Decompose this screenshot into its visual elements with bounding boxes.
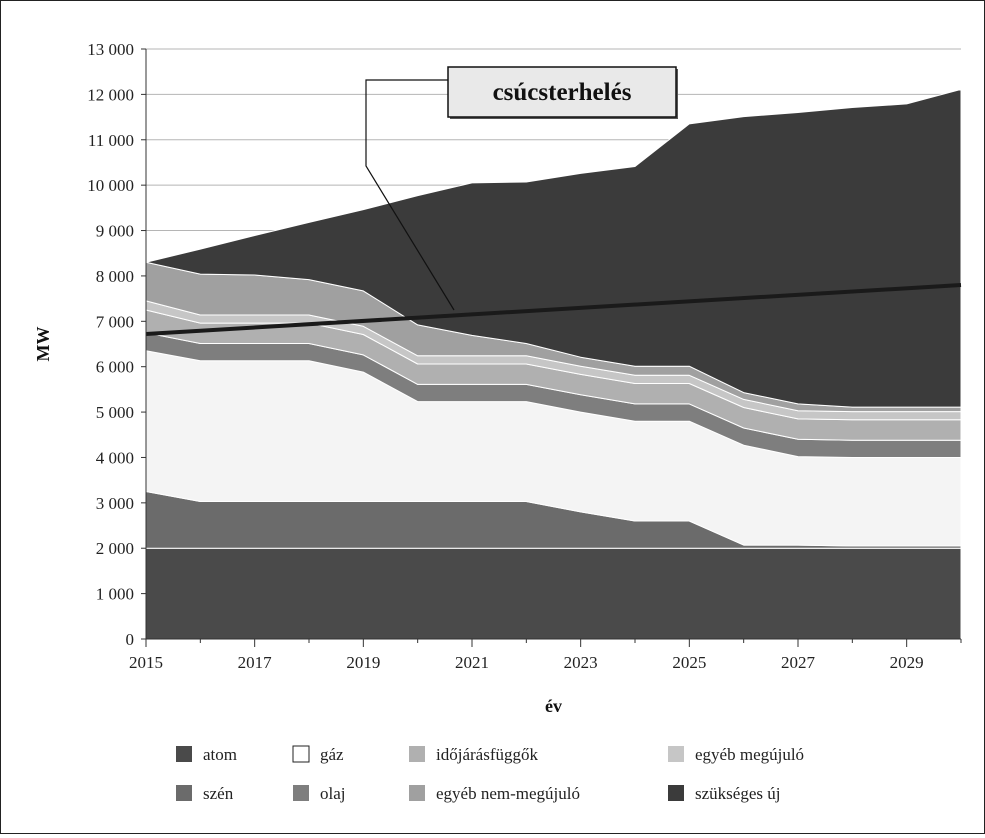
legend-item-gaz: gáz xyxy=(292,745,344,764)
area-series-group xyxy=(145,88,962,640)
annotation-text: csúcsterhelés xyxy=(493,79,632,106)
legend-item-egyeb-megujulo: egyéb megújuló xyxy=(668,745,804,764)
y-tick-label: 6 000 xyxy=(96,358,134,377)
x-tick-label: 2029 xyxy=(890,653,924,672)
annotation-box xyxy=(447,66,677,118)
legend-swatch xyxy=(292,745,310,763)
legend-label: időjárásfüggők xyxy=(436,745,538,764)
line-series-group xyxy=(145,283,962,336)
legend-item-olaj: olaj xyxy=(293,784,346,803)
legend-label: szükséges új xyxy=(695,784,780,803)
y-tick-label: 11 000 xyxy=(88,131,134,150)
area-atom xyxy=(145,547,962,640)
x-tick-label: 2019 xyxy=(346,653,380,672)
y-tick-label: 7 000 xyxy=(96,312,134,331)
legend-label: egyéb nem-megújuló xyxy=(436,784,580,803)
y-tick-label: 10 000 xyxy=(87,176,134,195)
x-tick-label: 2023 xyxy=(564,653,598,672)
x-tick-label: 2017 xyxy=(238,653,273,672)
y-axis-title: MW xyxy=(33,327,53,362)
legend-swatch xyxy=(668,746,684,762)
axes: 0 1 000 2 000 3 000 4 000 5 000 6 000 7 000 8 00… xyxy=(33,40,962,716)
y-tick-label: 12 000 xyxy=(87,85,134,104)
legend-item-atom: atom xyxy=(176,745,237,764)
legend-swatch xyxy=(176,785,192,801)
legend: atom gáz időjárásfüggők egyéb megújuló szén o… xyxy=(176,745,804,803)
y-tick-label: 2 000 xyxy=(96,539,134,558)
x-tick-label: 2015 xyxy=(129,653,163,672)
y-tick-label: 4 000 xyxy=(96,448,134,467)
legend-label: egyéb megújuló xyxy=(695,745,804,764)
area-szukseges-uj xyxy=(145,88,962,408)
x-tick-label: 2021 xyxy=(455,653,489,672)
legend-label: szén xyxy=(203,784,234,803)
y-tick-label: 9 000 xyxy=(96,222,134,241)
x-axis-title: év xyxy=(545,696,562,716)
legend-item-szen: szén xyxy=(176,784,234,803)
legend-label: olaj xyxy=(320,784,346,803)
y-tick-label: 3 000 xyxy=(96,494,134,513)
legend-item-idojarasfuggok: időjárásfüggők xyxy=(409,745,538,764)
legend-item-egyeb-nem-megujulo: egyéb nem-megújuló xyxy=(409,784,580,803)
annotation-leader-line xyxy=(365,79,455,311)
x-tick-label: 2025 xyxy=(672,653,706,672)
y-tick-label: 8 000 xyxy=(96,267,134,286)
legend-swatch xyxy=(668,785,684,801)
legend-swatch xyxy=(409,785,425,801)
legend-item-szukseges-uj: szükséges új xyxy=(668,784,780,803)
x-tick-label: 2027 xyxy=(781,653,816,672)
line-csucsterheles xyxy=(145,283,962,336)
annotation-group: csúcsterhelés xyxy=(365,66,678,311)
legend-swatch xyxy=(293,785,309,801)
y-tick-label: 5 000 xyxy=(96,403,134,422)
legend-label: atom xyxy=(203,745,237,764)
legend-swatch xyxy=(409,746,425,762)
y-tick-label: 1 000 xyxy=(96,585,134,604)
y-tick-label: 13 000 xyxy=(87,40,134,59)
legend-swatch xyxy=(176,746,192,762)
y-tick-label: 0 xyxy=(126,630,135,649)
legend-label: gáz xyxy=(320,745,344,764)
